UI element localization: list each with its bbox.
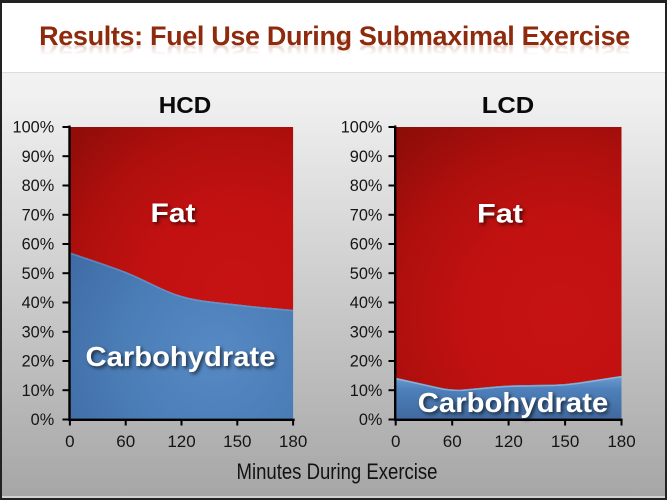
svg-text:Carbohydrate: Carbohydrate <box>418 387 609 418</box>
svg-text:40%: 40% <box>350 294 383 312</box>
svg-text:90%: 90% <box>22 148 55 166</box>
svg-text:60%: 60% <box>22 236 55 254</box>
svg-text:120: 120 <box>167 432 195 451</box>
svg-text:LCD: LCD <box>482 92 535 118</box>
svg-text:60: 60 <box>116 432 135 451</box>
svg-text:Carbohydrate: Carbohydrate <box>86 341 276 372</box>
svg-text:80%: 80% <box>350 177 383 195</box>
svg-text:60%: 60% <box>350 236 383 254</box>
svg-text:120: 120 <box>494 432 522 451</box>
svg-text:180: 180 <box>279 432 307 451</box>
svg-text:150: 150 <box>551 432 579 451</box>
svg-text:0: 0 <box>65 432 74 451</box>
svg-text:100%: 100% <box>341 119 383 137</box>
svg-text:150: 150 <box>223 432 251 451</box>
svg-text:90%: 90% <box>350 148 383 166</box>
svg-text:80%: 80% <box>22 177 55 195</box>
svg-text:30%: 30% <box>22 323 55 341</box>
svg-text:40%: 40% <box>22 294 55 312</box>
svg-text:0%: 0% <box>359 411 383 429</box>
svg-text:50%: 50% <box>22 265 55 283</box>
svg-text:60: 60 <box>443 432 462 451</box>
svg-text:Fat: Fat <box>151 198 196 228</box>
svg-text:50%: 50% <box>350 265 383 283</box>
svg-text:70%: 70% <box>350 206 383 224</box>
svg-text:HCD: HCD <box>159 92 212 118</box>
svg-text:20%: 20% <box>350 353 383 371</box>
svg-text:0: 0 <box>391 432 400 451</box>
svg-text:0%: 0% <box>31 411 55 429</box>
svg-text:180: 180 <box>607 432 635 451</box>
svg-text:Minutes During Exercise: Minutes During Exercise <box>237 459 438 484</box>
svg-text:20%: 20% <box>22 353 55 371</box>
svg-text:100%: 100% <box>13 119 55 137</box>
svg-text:70%: 70% <box>22 206 55 224</box>
svg-text:Fat: Fat <box>477 199 523 229</box>
svg-text:10%: 10% <box>350 382 383 400</box>
svg-text:10%: 10% <box>22 382 55 400</box>
svg-text:30%: 30% <box>350 323 383 341</box>
